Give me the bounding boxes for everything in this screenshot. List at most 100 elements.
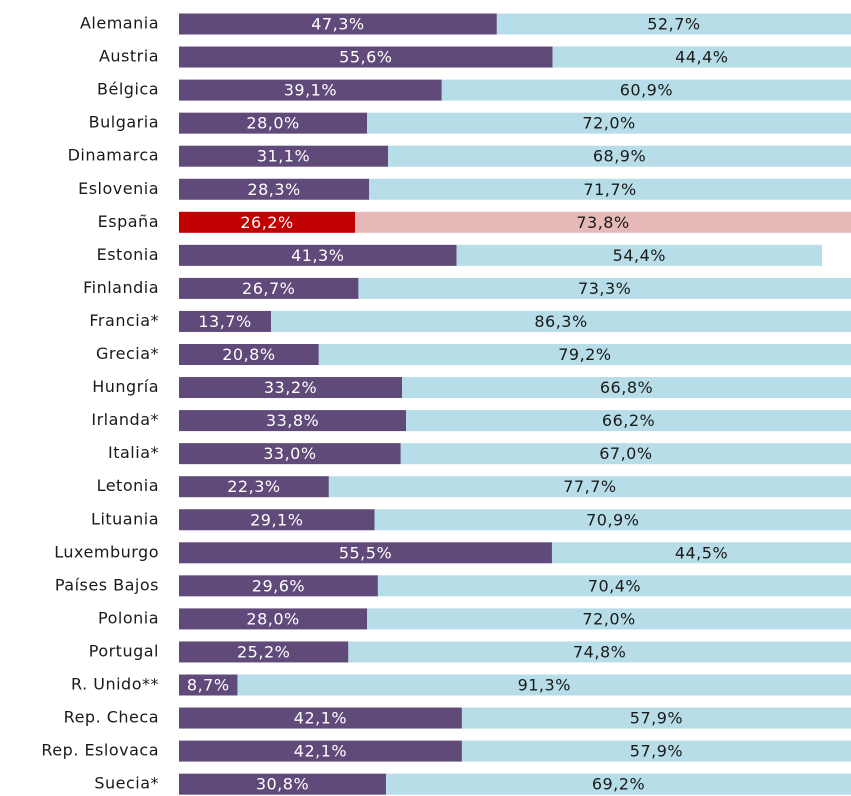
value-label: 74,8%	[573, 642, 626, 661]
category-label: Polonia	[98, 608, 159, 627]
value-label: 73,8%	[576, 213, 629, 232]
bar-segment	[400, 443, 851, 465]
bar-segment	[179, 79, 442, 101]
value-label: 41,3%	[291, 246, 344, 265]
category-label: Grecia*	[96, 344, 159, 363]
value-label: 29,6%	[252, 576, 305, 595]
category-label: Países Bajos	[55, 575, 159, 594]
value-label: 73,3%	[578, 279, 631, 298]
bar-segment	[456, 244, 823, 266]
value-label: 72,0%	[582, 609, 635, 628]
bar-segment	[406, 410, 851, 432]
bar-segment	[179, 377, 403, 399]
value-label: 28,0%	[246, 114, 299, 133]
value-label: 60,9%	[620, 81, 673, 100]
bar-segment	[179, 344, 319, 365]
value-label: 55,6%	[339, 48, 392, 67]
bar-segment	[179, 674, 238, 696]
value-label: 79,2%	[558, 345, 611, 364]
bar-segment	[402, 377, 851, 399]
bar-segment	[355, 211, 851, 233]
bar-segment	[179, 476, 329, 498]
bar-segment	[179, 641, 349, 663]
value-label: 57,9%	[630, 709, 683, 728]
category-label: Francia*	[89, 311, 159, 330]
bar-segment	[461, 707, 851, 729]
bar-segment	[385, 773, 851, 795]
bar-segment	[441, 79, 851, 101]
value-label: 66,2%	[602, 411, 655, 430]
category-label: España	[98, 212, 159, 231]
value-label: 77,7%	[563, 477, 616, 496]
bar-segment	[552, 46, 851, 68]
bar-segment	[374, 509, 851, 531]
category-label: Rep. Checa	[64, 708, 159, 727]
bar-segment	[179, 244, 457, 266]
bar-segment	[318, 344, 851, 365]
category-label: Austria	[99, 47, 159, 66]
value-label: 39,1%	[284, 81, 337, 100]
category-label: Alemania	[80, 14, 159, 33]
bar-segment	[179, 410, 407, 432]
value-label: 26,7%	[242, 279, 295, 298]
value-label: 52,7%	[647, 15, 700, 34]
bar-segment	[179, 277, 359, 299]
value-label: 42,1%	[294, 742, 347, 761]
value-label: 44,4%	[675, 48, 728, 67]
bar-segment	[367, 112, 851, 134]
bar-segment	[179, 575, 378, 597]
bar-segment	[179, 145, 388, 167]
category-label: Lituania	[91, 509, 159, 528]
bar-segment	[179, 178, 370, 200]
value-label: 42,1%	[294, 709, 347, 728]
category-label: Bélgica	[97, 80, 159, 99]
value-label: 13,7%	[198, 312, 251, 331]
value-label: 55,5%	[339, 543, 392, 562]
bar-segment	[179, 46, 553, 68]
category-label: Dinamarca	[68, 146, 159, 165]
bar-segment	[179, 13, 497, 35]
value-label: 44,5%	[675, 543, 728, 562]
bar-segment	[179, 509, 375, 531]
bar-segment	[328, 476, 851, 498]
value-label: 69,2%	[592, 775, 645, 794]
value-label: 66,8%	[600, 378, 653, 397]
value-label: 47,3%	[311, 15, 364, 34]
value-label: 25,2%	[237, 642, 290, 661]
bar-segment	[348, 641, 851, 663]
bar-segment	[237, 674, 851, 696]
value-label: 31,1%	[257, 147, 310, 166]
category-label: Eslovenia	[78, 179, 159, 198]
value-label: 30,8%	[256, 775, 309, 794]
value-label: 26,2%	[240, 213, 293, 232]
bar-segment	[387, 145, 851, 167]
category-label: Portugal	[89, 641, 159, 660]
value-label: 54,4%	[613, 246, 666, 265]
bar-segment	[461, 740, 851, 762]
bar-segment	[179, 707, 462, 729]
category-label: Letonia	[97, 476, 159, 495]
bar-segment	[179, 112, 368, 134]
bar-segment	[179, 740, 462, 762]
category-label: R. Unido**	[71, 675, 159, 694]
category-label: Hungría	[92, 377, 159, 396]
category-label: Estonia	[97, 245, 159, 264]
category-label: Italia*	[108, 443, 159, 462]
value-label: 33,8%	[266, 411, 319, 430]
value-label: 57,9%	[630, 742, 683, 761]
bar-segment	[179, 608, 368, 630]
category-label: Bulgaria	[89, 113, 159, 132]
bar-segment	[179, 310, 272, 332]
category-label: Finlandia	[83, 278, 159, 297]
bar-segment	[367, 608, 851, 630]
category-label: Suecia*	[94, 774, 159, 793]
bar-segment	[551, 542, 851, 564]
bar-segment	[179, 443, 401, 465]
value-label: 22,3%	[227, 477, 280, 496]
bar-segment	[358, 277, 851, 299]
value-label: 28,3%	[247, 180, 300, 199]
bar-segment	[179, 542, 552, 564]
bar-segment	[377, 575, 851, 597]
value-label: 28,0%	[246, 609, 299, 628]
